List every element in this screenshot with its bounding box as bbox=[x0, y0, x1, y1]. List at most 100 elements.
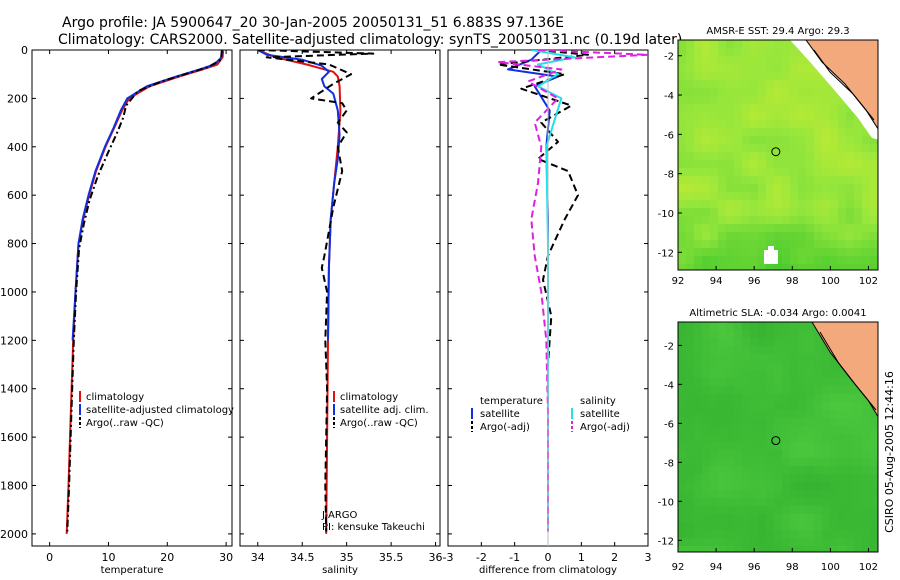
map-cell bbox=[726, 96, 734, 104]
map-cell bbox=[726, 498, 734, 506]
map-cell bbox=[718, 48, 726, 56]
map-cell bbox=[694, 362, 702, 370]
map-cell bbox=[758, 346, 766, 354]
map-cell bbox=[742, 192, 750, 200]
y-tick-label: -12 bbox=[658, 536, 674, 547]
map-cell bbox=[694, 208, 702, 216]
map-cell bbox=[790, 248, 798, 256]
map-cell bbox=[686, 402, 694, 410]
map-cell bbox=[782, 208, 790, 216]
map-cell bbox=[694, 224, 702, 232]
map-cell bbox=[678, 522, 686, 530]
map-cell bbox=[814, 450, 822, 458]
map-cell bbox=[798, 346, 806, 354]
x-tick-label: 34 bbox=[251, 551, 265, 564]
map-cell bbox=[814, 466, 822, 474]
map-cell bbox=[686, 522, 694, 530]
map-cell bbox=[718, 176, 726, 184]
map-cell bbox=[686, 466, 694, 474]
map-cell bbox=[830, 264, 838, 270]
map-cell bbox=[710, 200, 718, 208]
map-cell bbox=[678, 160, 686, 168]
map-cell bbox=[870, 482, 878, 490]
map-cell bbox=[822, 546, 830, 552]
map-cell bbox=[798, 490, 806, 498]
map-cell bbox=[822, 168, 830, 176]
map-cell bbox=[742, 434, 750, 442]
map-cell bbox=[678, 152, 686, 160]
map-cell bbox=[694, 546, 702, 552]
map-cell bbox=[822, 378, 830, 386]
map-cell bbox=[830, 184, 838, 192]
map-cell bbox=[718, 240, 726, 248]
map-cell bbox=[678, 530, 686, 538]
map-cell bbox=[806, 330, 814, 338]
map-cell bbox=[678, 498, 686, 506]
map-cell bbox=[686, 136, 694, 144]
map-cell bbox=[814, 192, 822, 200]
map-cell bbox=[758, 104, 766, 112]
map-cell bbox=[718, 208, 726, 216]
map-cell bbox=[814, 232, 822, 240]
map-cell bbox=[694, 40, 702, 48]
map-cell bbox=[734, 538, 742, 546]
map-cell bbox=[766, 410, 774, 418]
map-cell bbox=[766, 354, 774, 362]
map-cell bbox=[790, 490, 798, 498]
map-cell bbox=[678, 346, 686, 354]
map-cell bbox=[734, 128, 742, 136]
map-cell bbox=[734, 546, 742, 552]
map-cell bbox=[718, 458, 726, 466]
map-cell bbox=[726, 256, 734, 264]
x-tick-label: 2 bbox=[611, 551, 618, 564]
map-cell bbox=[734, 322, 742, 330]
map-cell bbox=[814, 136, 822, 144]
map-cell bbox=[822, 434, 830, 442]
x-axis-label: difference from climatology bbox=[479, 565, 617, 576]
map-cell bbox=[742, 104, 750, 112]
map-cell bbox=[846, 506, 854, 514]
map-cell bbox=[726, 40, 734, 48]
map-cell bbox=[806, 96, 814, 104]
map-cell bbox=[686, 538, 694, 546]
map-cell bbox=[790, 410, 798, 418]
map-cell bbox=[806, 176, 814, 184]
map-cell bbox=[782, 128, 790, 136]
map-cell bbox=[806, 248, 814, 256]
map-cell bbox=[686, 176, 694, 184]
map-cell bbox=[710, 498, 718, 506]
map-cell bbox=[686, 370, 694, 378]
map-cell bbox=[822, 96, 830, 104]
map-cell bbox=[854, 176, 862, 184]
map-cell bbox=[750, 88, 758, 96]
legend-label: Argo(-adj) bbox=[580, 422, 630, 433]
x-tick-label: 3 bbox=[645, 551, 652, 564]
map-cell bbox=[718, 248, 726, 256]
map-cell bbox=[846, 386, 854, 394]
map-cell bbox=[694, 434, 702, 442]
x-tick-label: 30 bbox=[219, 551, 233, 564]
map-cell bbox=[822, 442, 830, 450]
map-cell bbox=[838, 176, 846, 184]
map-cell bbox=[742, 240, 750, 248]
map-cell bbox=[798, 442, 806, 450]
map-cell bbox=[742, 546, 750, 552]
map-cell bbox=[702, 466, 710, 474]
map-cell bbox=[742, 410, 750, 418]
map-cell bbox=[846, 434, 854, 442]
map-cell bbox=[830, 418, 838, 426]
map-cell bbox=[854, 264, 862, 270]
map-cell bbox=[822, 514, 830, 522]
map-cell bbox=[830, 168, 838, 176]
map-cell bbox=[862, 458, 870, 466]
map-cell bbox=[790, 426, 798, 434]
map-cell bbox=[782, 200, 790, 208]
map-cell bbox=[750, 216, 758, 224]
chart-salinity: 34 34.5 35 35.5 36 salinity climatology satelli… bbox=[239, 49, 443, 576]
map-cell bbox=[846, 450, 854, 458]
map-cell bbox=[870, 522, 878, 530]
map-cell bbox=[854, 450, 862, 458]
map-cell bbox=[766, 466, 774, 474]
map-cell bbox=[854, 474, 862, 482]
map-cell bbox=[742, 498, 750, 506]
